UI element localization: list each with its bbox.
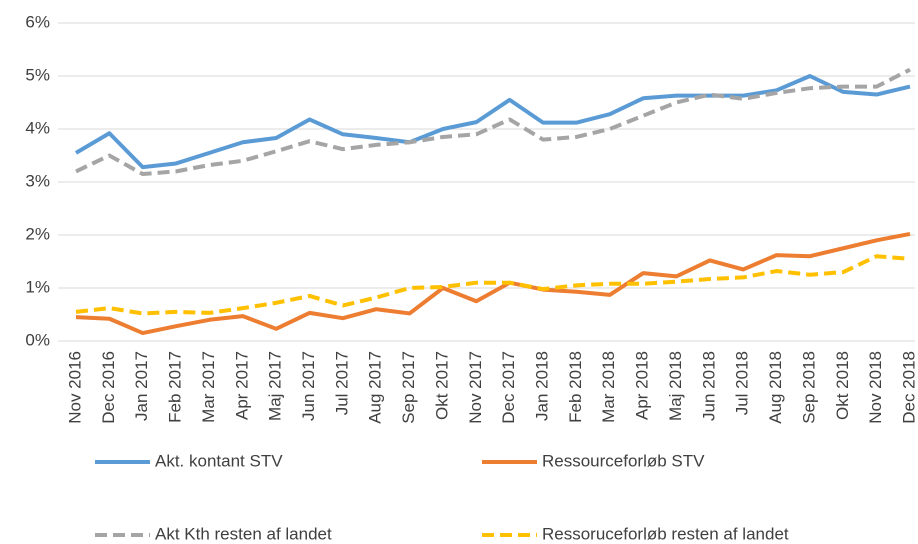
y-tick-label: 3% [25, 171, 50, 190]
y-tick-label: 1% [25, 277, 50, 296]
x-tick-label: Sep 2018 [799, 351, 818, 424]
x-tick-label: Jun 2017 [299, 351, 318, 421]
x-tick-label: Jul 2017 [332, 351, 351, 415]
x-tick-label: Dec 2017 [499, 351, 518, 424]
series-line [75, 254, 911, 316]
x-tick-label: Dec 2018 [899, 351, 918, 424]
y-tick-label: 6% [25, 12, 50, 31]
x-tick-label: Sep 2017 [399, 351, 418, 424]
x-tick-label: Maj 2017 [266, 351, 285, 421]
legend-label: Akt. kontant STV [155, 451, 283, 470]
series-line [75, 67, 911, 177]
x-tick-label: Nov 2017 [466, 351, 485, 424]
x-tick-label: Jan 2018 [533, 351, 552, 421]
y-tick-label: 2% [25, 224, 50, 243]
y-tick-label: 5% [25, 65, 50, 84]
x-tick-label: Jan 2017 [132, 351, 151, 421]
x-tick-label: Jun 2018 [699, 351, 718, 421]
x-tick-label: Okt 2018 [833, 351, 852, 420]
legend-label: Ressourceforløb STV [542, 451, 705, 470]
x-tick-label: Feb 2018 [566, 351, 585, 423]
y-tick-label: 0% [25, 330, 50, 349]
legend-label: Ressoruceforløb resten af landet [542, 524, 789, 543]
x-tick-label: Apr 2018 [633, 351, 652, 420]
x-tick-label: Okt 2017 [432, 351, 451, 420]
x-tick-label: Aug 2017 [366, 351, 385, 424]
x-tick-label: Mar 2017 [199, 351, 218, 423]
x-tick-label: Mar 2018 [599, 351, 618, 423]
x-tick-label: Jul 2018 [733, 351, 752, 415]
x-tick-label: Nov 2016 [65, 351, 84, 424]
y-tick-label: 4% [25, 118, 50, 137]
x-tick-label: Aug 2018 [766, 351, 785, 424]
x-tick-label: Apr 2017 [232, 351, 251, 420]
x-tick-label: Dec 2016 [99, 351, 118, 424]
x-tick-label: Nov 2018 [866, 351, 885, 424]
series-line [75, 231, 911, 336]
x-tick-label: Feb 2017 [166, 351, 185, 423]
x-tick-label: Maj 2018 [666, 351, 685, 421]
legend-label: Akt Kth resten af landet [155, 524, 332, 543]
series-line [74, 74, 911, 170]
